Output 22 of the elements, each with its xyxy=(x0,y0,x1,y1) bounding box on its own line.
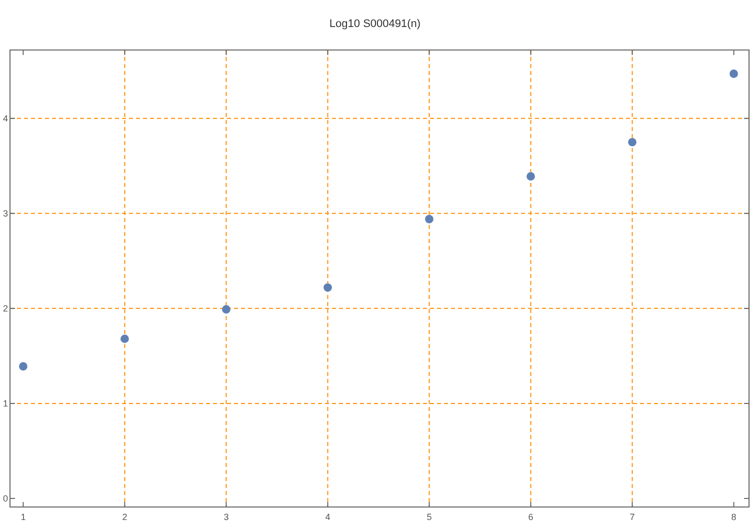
point xyxy=(222,305,230,314)
x-tick-label: 3 xyxy=(224,512,229,522)
x-tick-label: 5 xyxy=(426,512,432,522)
point xyxy=(425,214,434,224)
y-tick-label: 4 xyxy=(2,113,8,124)
x-tick-label: 1 xyxy=(20,512,26,522)
y-tick-label: 2 xyxy=(2,303,8,314)
point xyxy=(526,172,535,181)
x-tick-label: 8 xyxy=(731,512,736,522)
x-tick-label: 6 xyxy=(528,512,534,522)
x-tick-label: 2 xyxy=(122,512,128,522)
point xyxy=(628,138,636,146)
x-tick-label: 7 xyxy=(630,512,635,522)
y-tick-label: 3 xyxy=(2,208,8,218)
chart-title: Log10 S000491(n) xyxy=(329,18,421,30)
point xyxy=(324,283,332,292)
y-tick-label: 0 xyxy=(2,493,8,504)
y-tick-label: 1 xyxy=(2,398,8,408)
point xyxy=(730,70,738,78)
x-tick-label: 4 xyxy=(325,512,330,522)
point xyxy=(120,334,129,344)
point xyxy=(18,362,28,371)
